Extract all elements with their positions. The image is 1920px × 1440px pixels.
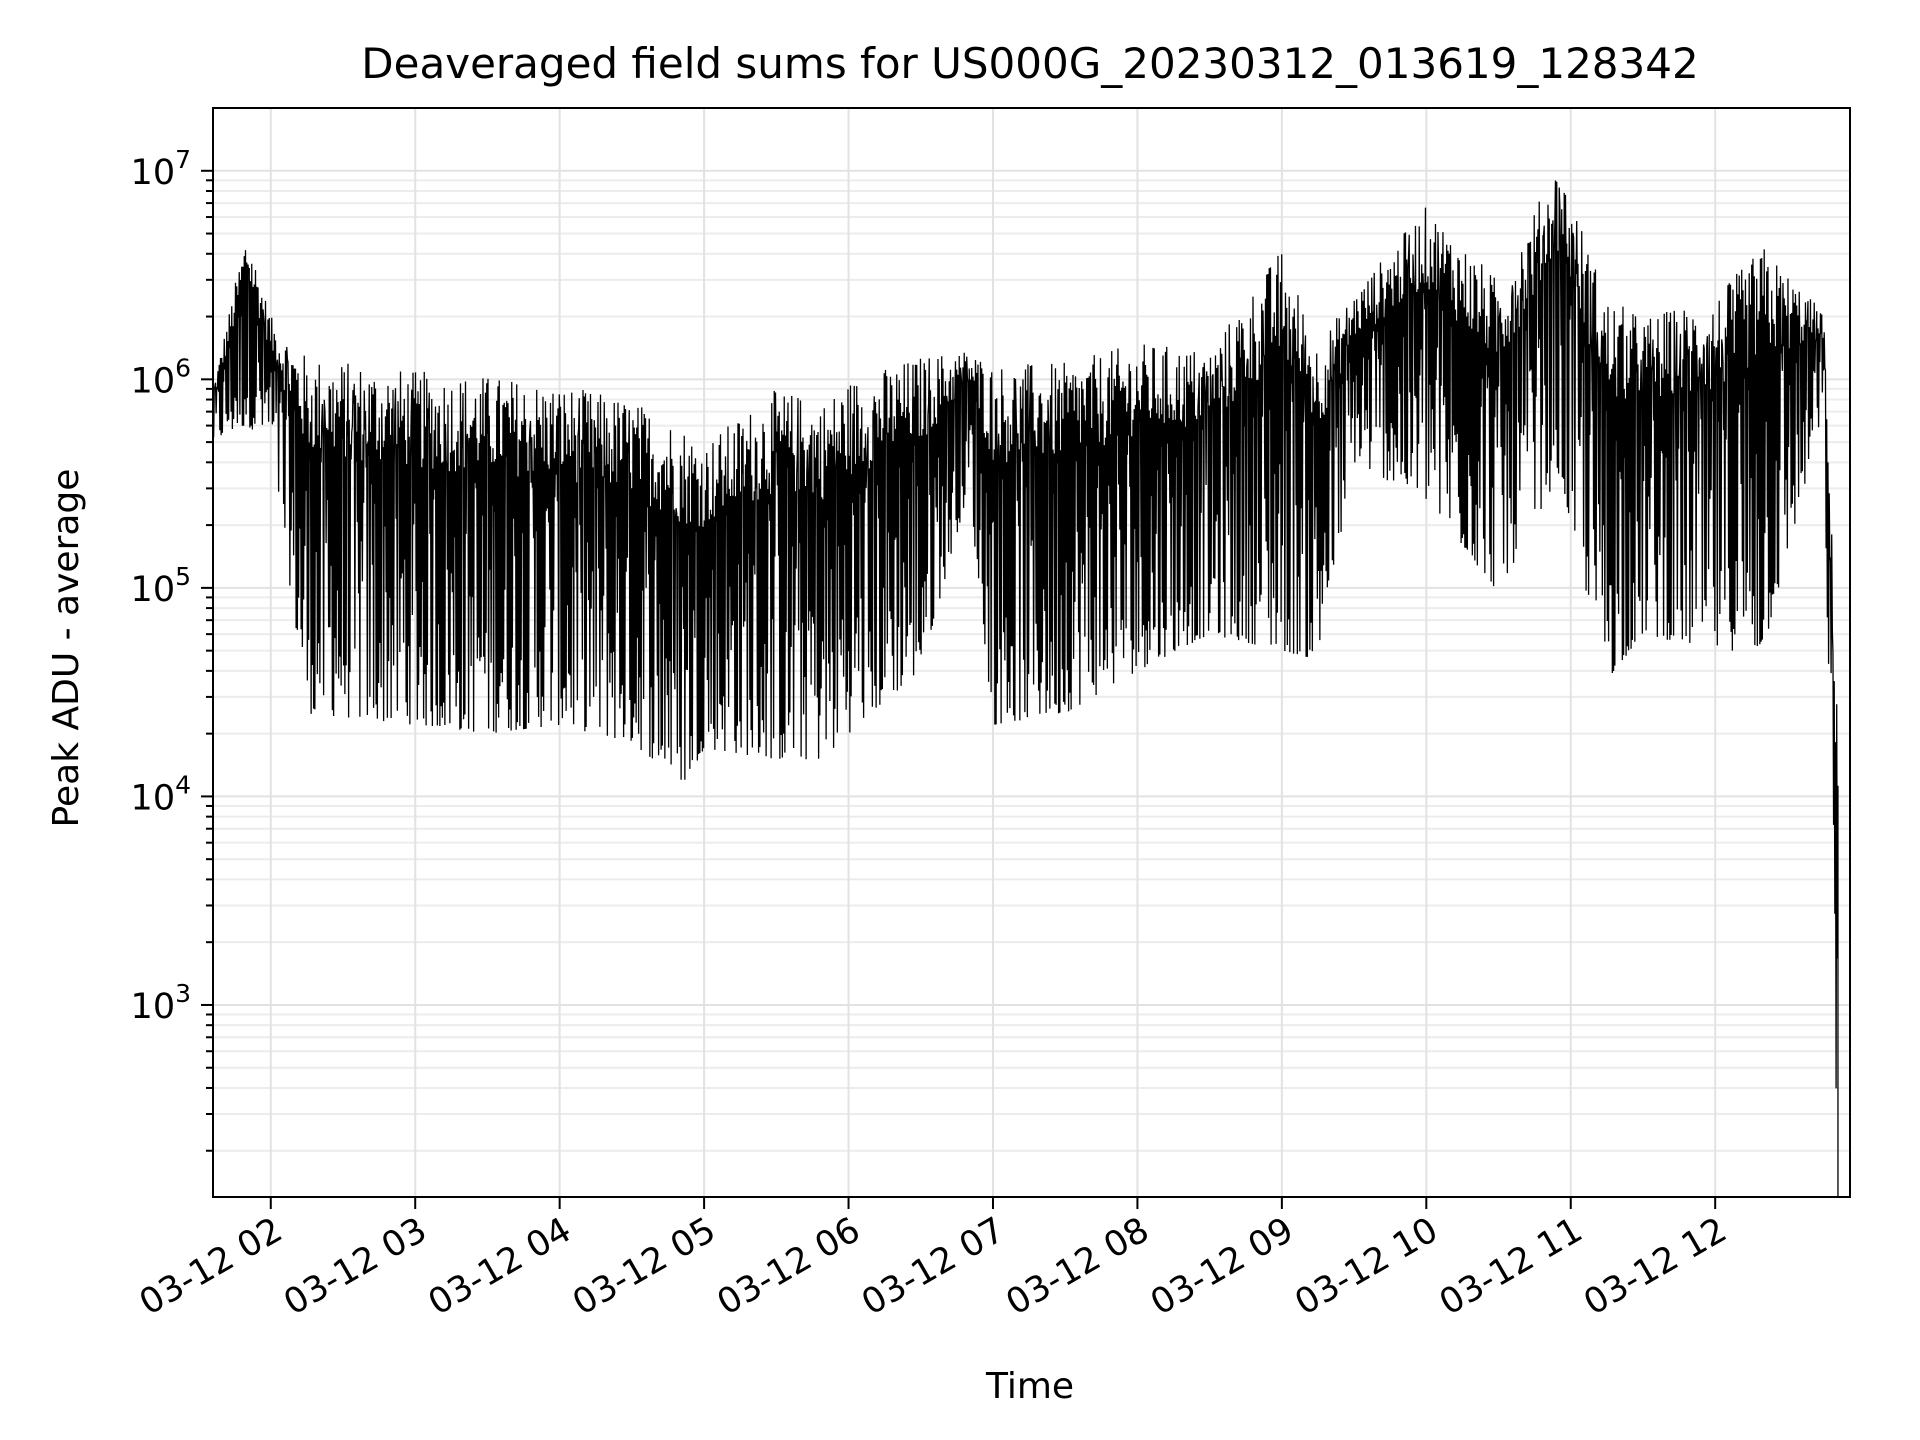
chart-title: Deaveraged field sums for US000G_2023031… [361,39,1698,88]
y-tick-label: 103 [131,979,191,1027]
y-tick-label: 105 [131,562,191,610]
y-tick-label: 107 [131,145,191,193]
y-axis-label: Peak ADU - average [46,469,87,828]
y-tick-label: 104 [131,770,191,818]
x-axis-label: Time [985,1366,1074,1407]
y-tick-label: 106 [131,353,191,401]
data-layer [212,180,1839,1197]
plot-frame [212,107,1851,1198]
series-line [212,180,1839,1197]
